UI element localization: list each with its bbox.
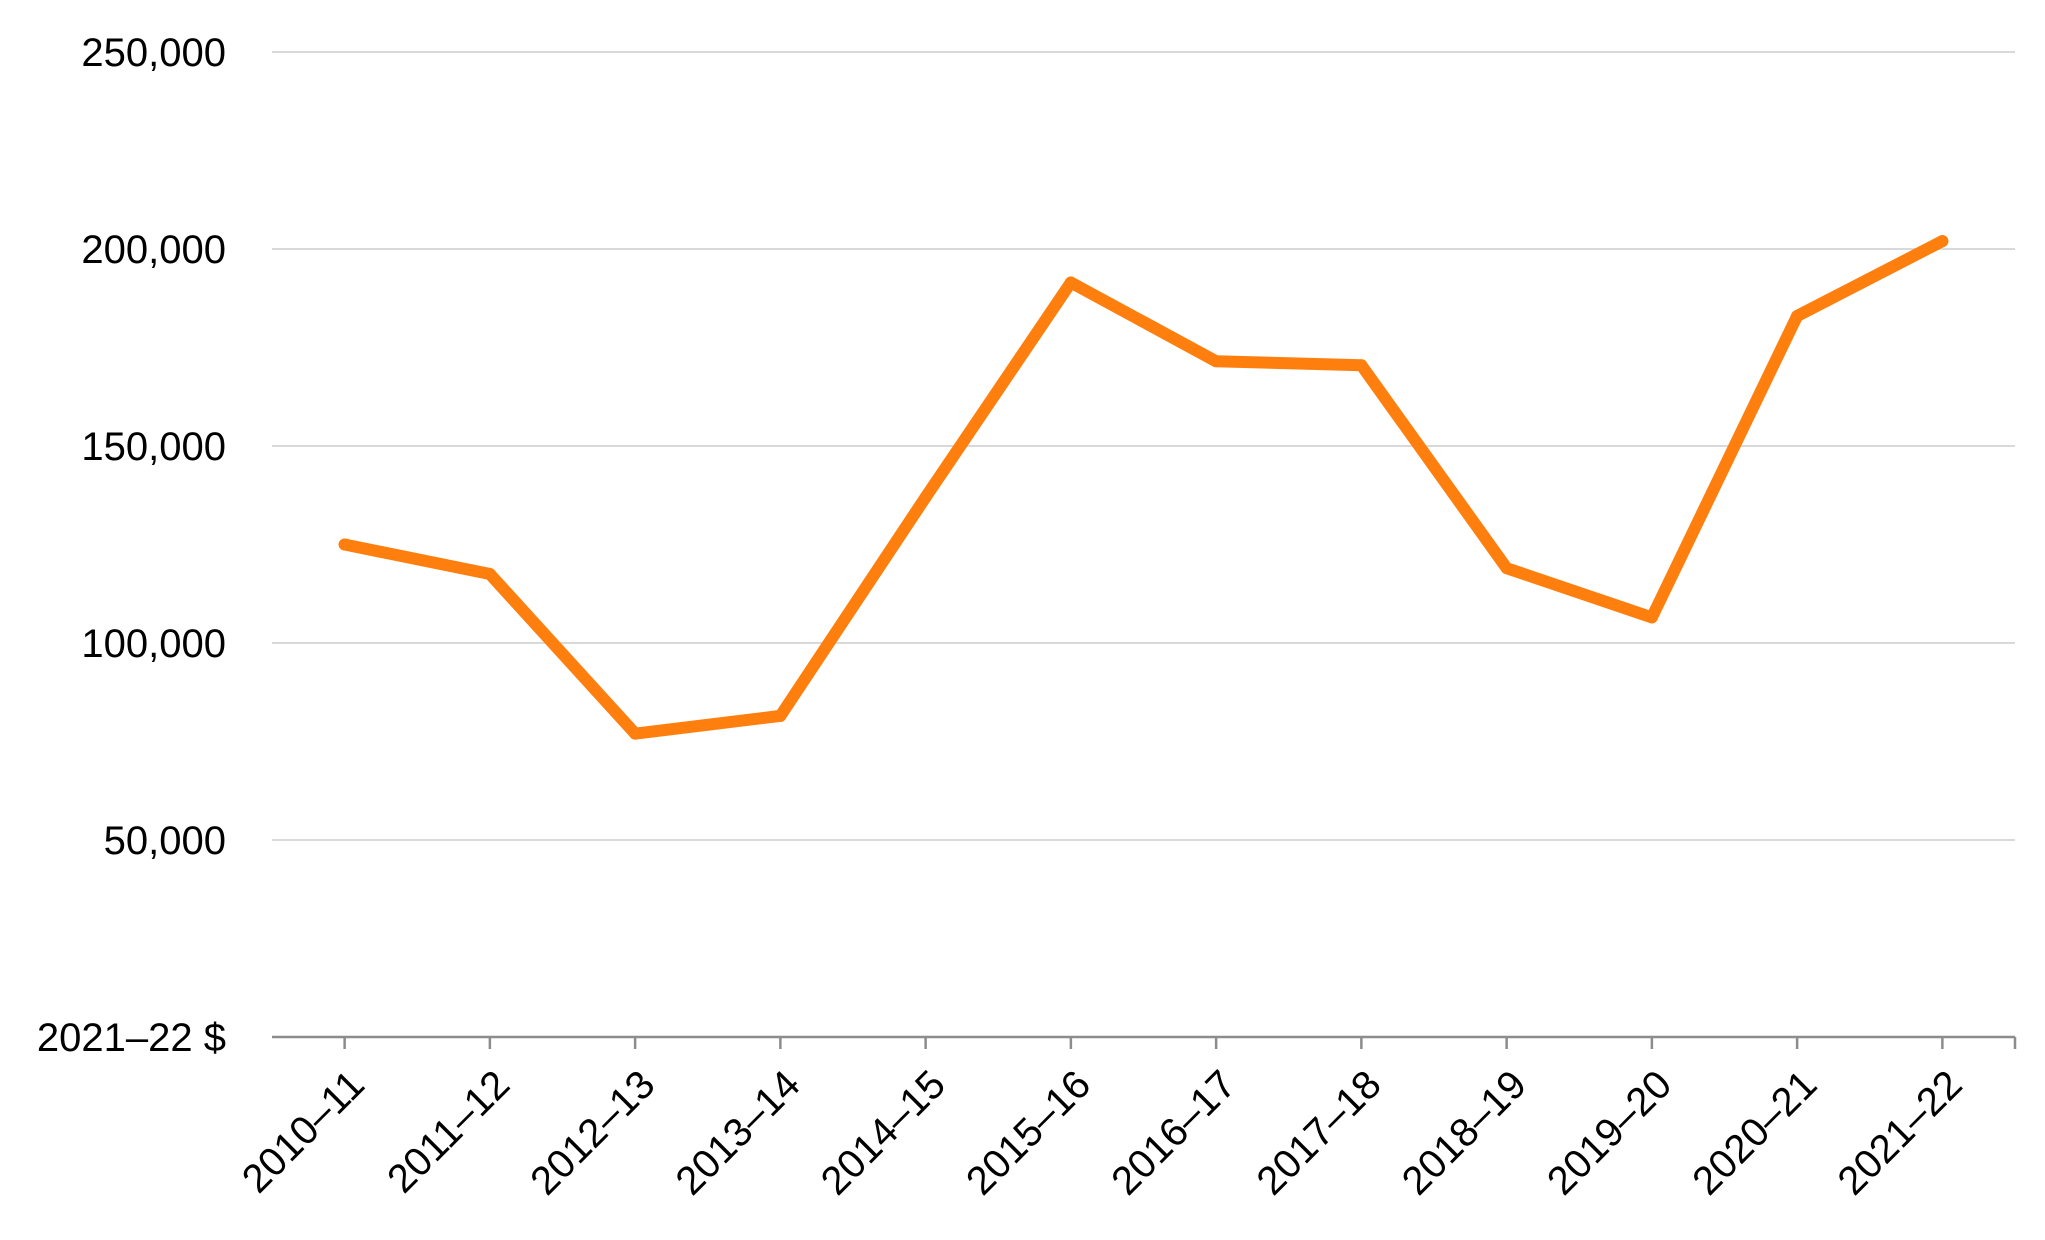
data-point bbox=[1210, 355, 1223, 368]
x-tick-label: 2019–20 bbox=[1539, 1062, 1680, 1203]
x-tick-label: 2015–16 bbox=[958, 1062, 1099, 1203]
data-point bbox=[1064, 276, 1077, 289]
data-point bbox=[1645, 611, 1658, 624]
y-axis-unit-label: 2021–22 $ bbox=[37, 1016, 226, 1060]
x-axis bbox=[272, 1035, 2017, 1049]
x-tick-label: 2016–17 bbox=[1103, 1062, 1244, 1203]
data-point bbox=[1936, 235, 1949, 248]
data-point bbox=[919, 491, 932, 504]
y-tick-label: 150,000 bbox=[81, 425, 226, 469]
x-tick-label: 2018–19 bbox=[1394, 1062, 1535, 1203]
x-axis-tick-labels: 2010–11 2011–12 2012–13 2013–14 2014–15 2015–… bbox=[234, 1062, 1971, 1203]
x-tick-label: 2010–11 bbox=[234, 1062, 373, 1201]
y-axis-tick-labels: 2021–22 $ 50,000 100,000 150,000 200,000 250,… bbox=[37, 31, 226, 1060]
x-tick-label: 2020–21 bbox=[1684, 1062, 1825, 1203]
x-tick-label: 2011–12 bbox=[379, 1062, 518, 1201]
gridlines bbox=[272, 51, 2015, 841]
x-tick-label: 2021–22 bbox=[1830, 1062, 1971, 1203]
x-tick-label: 2014–15 bbox=[813, 1062, 954, 1203]
y-tick-label: 250,000 bbox=[81, 31, 226, 75]
y-tick-label: 200,000 bbox=[81, 228, 226, 272]
series-line bbox=[338, 235, 1949, 740]
y-tick-label: 100,000 bbox=[81, 622, 226, 666]
series-layer bbox=[338, 235, 1949, 740]
data-point bbox=[1355, 359, 1368, 372]
data-point bbox=[629, 727, 642, 740]
y-tick-label: 50,000 bbox=[104, 819, 226, 863]
data-point bbox=[1500, 562, 1513, 575]
data-point bbox=[1791, 309, 1804, 322]
x-tick-label: 2012–13 bbox=[522, 1062, 663, 1203]
data-point bbox=[338, 538, 351, 551]
x-tick-label: 2013–14 bbox=[668, 1062, 809, 1203]
data-point bbox=[774, 709, 787, 722]
data-point bbox=[483, 568, 496, 581]
x-tick-label: 2017–18 bbox=[1249, 1062, 1390, 1203]
